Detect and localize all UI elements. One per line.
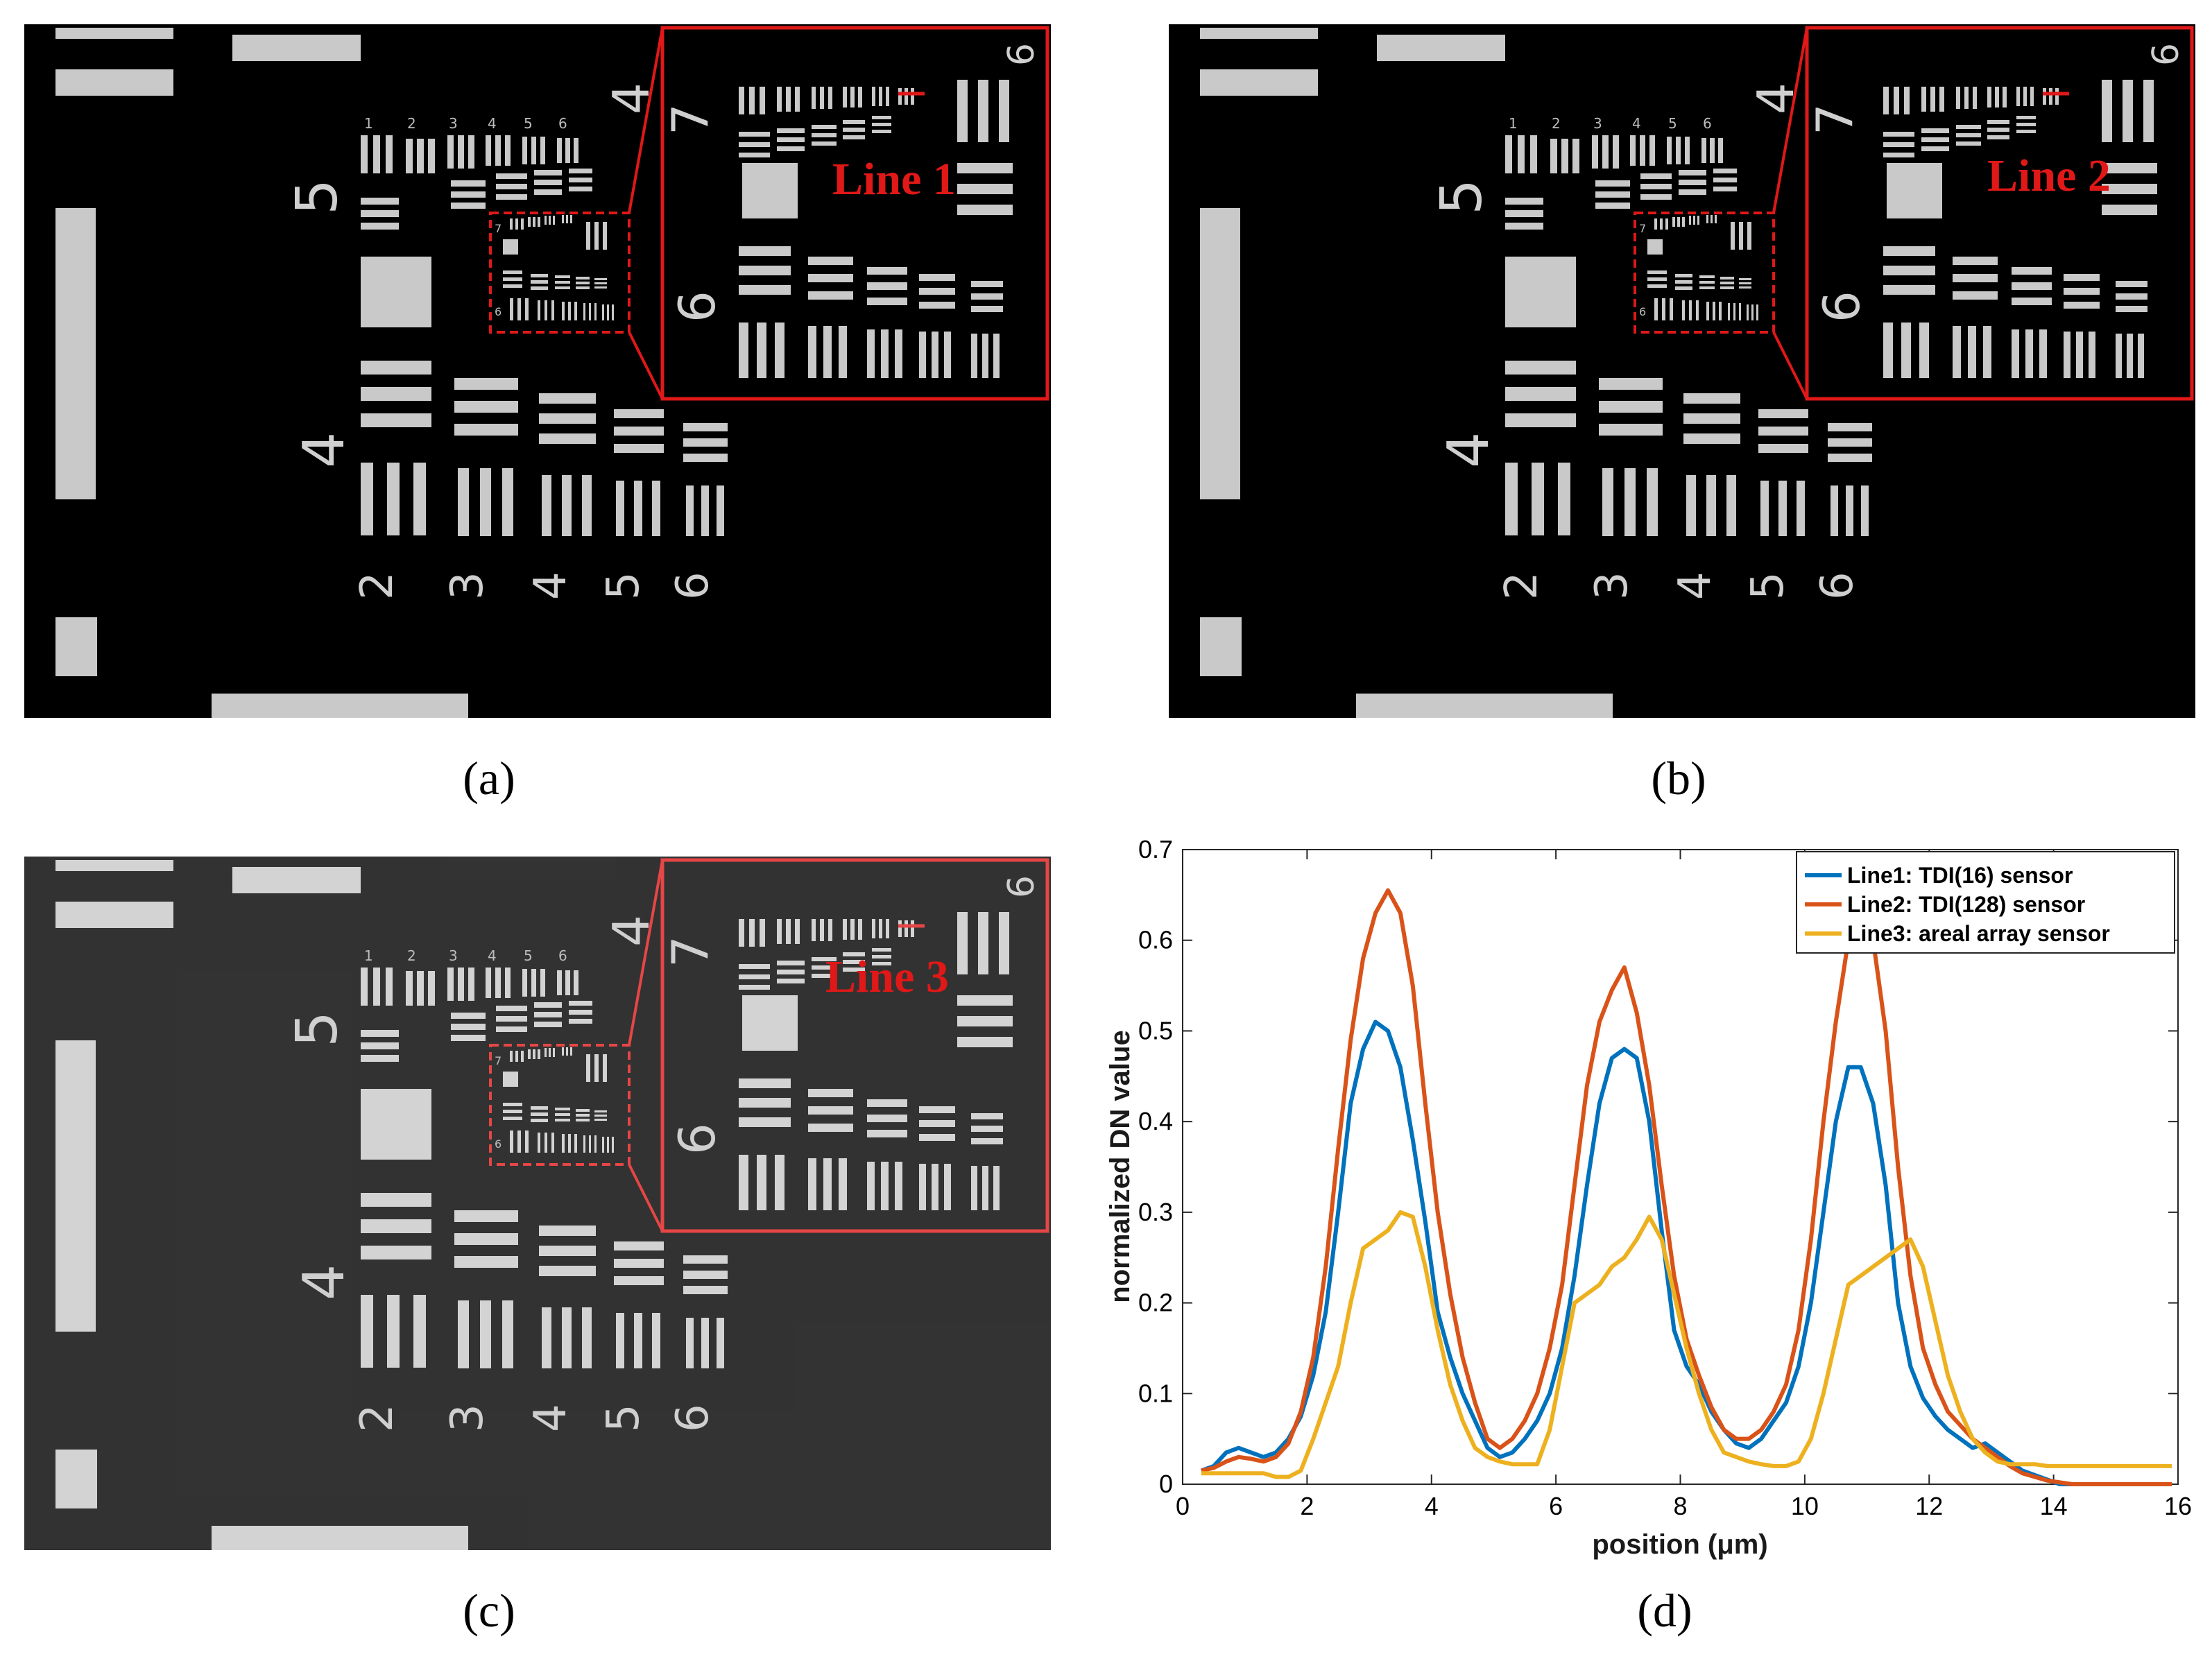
inset-label-4: 4 <box>602 915 660 947</box>
series-line-3 <box>1201 1210 2172 1479</box>
panel-c-image: 5 4 2 3 4 5 6 1 2 3 4 5 6 7 6 7 6 6 4 Li… <box>24 857 1051 1550</box>
row-digit-2: 2 <box>407 947 416 964</box>
y-tick-label: 0.4 <box>1138 1107 1173 1135</box>
mini-6: 6 <box>495 305 501 318</box>
group-label-4: 4 <box>291 432 357 468</box>
col-label-6: 6 <box>667 571 719 600</box>
row-digit-6: 6 <box>558 947 567 964</box>
row-digit-1: 1 <box>364 947 373 964</box>
inset-label-6b: 6 <box>2145 43 2187 66</box>
x-axis-label: position (μm) <box>1592 1529 1767 1560</box>
line-chart: 0 2 4 6 8 10 12 14 16 0 0.1 0.2 0.3 0.4 0.5 0.6 0.7 posi… <box>1105 835 2192 1560</box>
caption-b: (b) <box>1651 752 1706 805</box>
series-line-1 <box>1200 1020 2172 1486</box>
row-digit-5: 5 <box>524 947 533 964</box>
legend-entry-3: Line3: areal array sensor <box>1847 921 2110 946</box>
row-digit-3: 3 <box>449 947 458 964</box>
col-label-2: 2 <box>352 571 403 600</box>
y-tick-label: 0.1 <box>1138 1379 1173 1407</box>
mini-7: 7 <box>495 1054 501 1067</box>
col-label-5: 5 <box>598 571 649 600</box>
mini-6: 6 <box>1639 305 1646 318</box>
row-digit-6: 6 <box>558 115 567 132</box>
mini-6: 6 <box>495 1137 501 1151</box>
legend-entry-2: Line2: TDI(128) sensor <box>1847 892 2085 917</box>
col-label-4: 4 <box>525 1404 576 1432</box>
line-1-label: Line 1 <box>832 154 956 205</box>
col-label-5: 5 <box>598 1404 649 1432</box>
mini-7: 7 <box>495 222 501 235</box>
inset-label-6: 6 <box>668 1123 726 1155</box>
row-digit-4: 4 <box>488 115 497 132</box>
y-tick-label: 0.7 <box>1138 835 1173 863</box>
mini-7: 7 <box>1639 222 1646 235</box>
x-tick-label: 2 <box>1300 1492 1314 1520</box>
col-label-6: 6 <box>1812 571 1863 600</box>
inset-label-4: 4 <box>1747 83 1805 114</box>
col-label-2: 2 <box>1496 571 1547 600</box>
col-label-4: 4 <box>1670 571 1721 600</box>
y-axis-label: normalized DN value <box>1105 1030 1135 1302</box>
y-tick-label: 0.6 <box>1138 926 1173 954</box>
caption-d: (d) <box>1637 1584 1692 1637</box>
y-tick-label: 0.3 <box>1138 1198 1173 1226</box>
group-label-5: 5 <box>284 179 350 215</box>
caption-a: (a) <box>463 752 515 805</box>
x-tick-label: 0 <box>1176 1492 1190 1520</box>
group-label-4: 4 <box>1436 432 1502 468</box>
col-label-3: 3 <box>1586 571 1638 600</box>
y-tick-label: 0.5 <box>1138 1016 1173 1044</box>
plot-area <box>1182 849 2179 1485</box>
inset-label-6b: 6 <box>1001 43 1043 66</box>
group-label-4: 4 <box>291 1264 357 1300</box>
row-digit-3: 3 <box>1593 115 1602 132</box>
inset-label-7: 7 <box>1806 103 1864 135</box>
axis-ticks: 0 2 4 6 8 10 12 14 16 0 0.1 0.2 0.3 0.4 0.5 0.6 0.7 <box>1138 835 2192 1520</box>
y-tick-label: 0 <box>1159 1470 1173 1498</box>
x-tick-label: 14 <box>2040 1492 2068 1520</box>
row-digit-5: 5 <box>524 115 533 132</box>
caption-c: (c) <box>463 1584 515 1637</box>
inset-label-6b: 6 <box>1001 875 1043 898</box>
legend: Line1: TDI(16) sensor Line2: TDI(128) sen… <box>1796 851 2175 954</box>
col-label-4: 4 <box>525 571 576 600</box>
inset-label-7: 7 <box>661 936 719 968</box>
x-tick-label: 16 <box>2164 1492 2192 1520</box>
col-label-5: 5 <box>1742 571 1794 600</box>
y-tick-label: 0.2 <box>1138 1289 1173 1317</box>
x-tick-label: 12 <box>1915 1492 1943 1520</box>
line-3-label: Line 3 <box>825 952 949 1002</box>
row-digit-5: 5 <box>1668 115 1677 132</box>
row-digit-6: 6 <box>1703 115 1712 132</box>
x-tick-label: 10 <box>1791 1492 1819 1520</box>
series-layer <box>1200 888 2172 1486</box>
inset-label-4: 4 <box>602 83 660 114</box>
row-digit-4: 4 <box>1632 115 1641 132</box>
row-digit-2: 2 <box>407 115 416 132</box>
row-digit-1: 1 <box>364 115 373 132</box>
inset-label-6: 6 <box>668 291 726 323</box>
group-label-5: 5 <box>284 1011 350 1047</box>
line-2-label: Line 2 <box>1987 151 2111 201</box>
col-label-3: 3 <box>442 571 493 600</box>
row-digit-2: 2 <box>1552 115 1561 132</box>
x-tick-label: 8 <box>1673 1492 1687 1520</box>
legend-entry-1: Line1: TDI(16) sensor <box>1847 863 2073 888</box>
row-digit-4: 4 <box>488 947 497 964</box>
col-label-6: 6 <box>667 1404 719 1432</box>
row-digit-3: 3 <box>449 115 458 132</box>
col-label-3: 3 <box>442 1404 493 1432</box>
inset-label-7: 7 <box>661 103 719 135</box>
group-label-5: 5 <box>1429 179 1495 215</box>
panel-a-image: 5 4 2 3 4 5 6 1 2 3 4 5 6 7 6 7 6 6 4 Li… <box>24 24 1051 718</box>
x-tick-label: 4 <box>1425 1492 1439 1520</box>
panel-b-image: 5 4 2 3 4 5 6 1 2 3 4 5 6 7 6 7 6 6 4 Li… <box>1169 24 2195 718</box>
col-label-2: 2 <box>352 1404 403 1432</box>
inset-label-6: 6 <box>1812 291 1871 323</box>
row-digit-1: 1 <box>1509 115 1518 132</box>
x-tick-label: 6 <box>1549 1492 1563 1520</box>
